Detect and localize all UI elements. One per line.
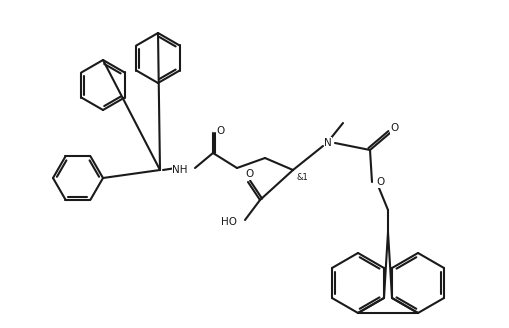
- Text: O: O: [377, 177, 385, 187]
- Text: &1: &1: [296, 174, 308, 182]
- Text: O: O: [246, 169, 254, 179]
- Text: O: O: [391, 123, 399, 133]
- Text: HO: HO: [221, 217, 237, 227]
- Text: NH: NH: [173, 165, 188, 175]
- Text: N: N: [324, 138, 332, 148]
- Text: O: O: [217, 126, 225, 136]
